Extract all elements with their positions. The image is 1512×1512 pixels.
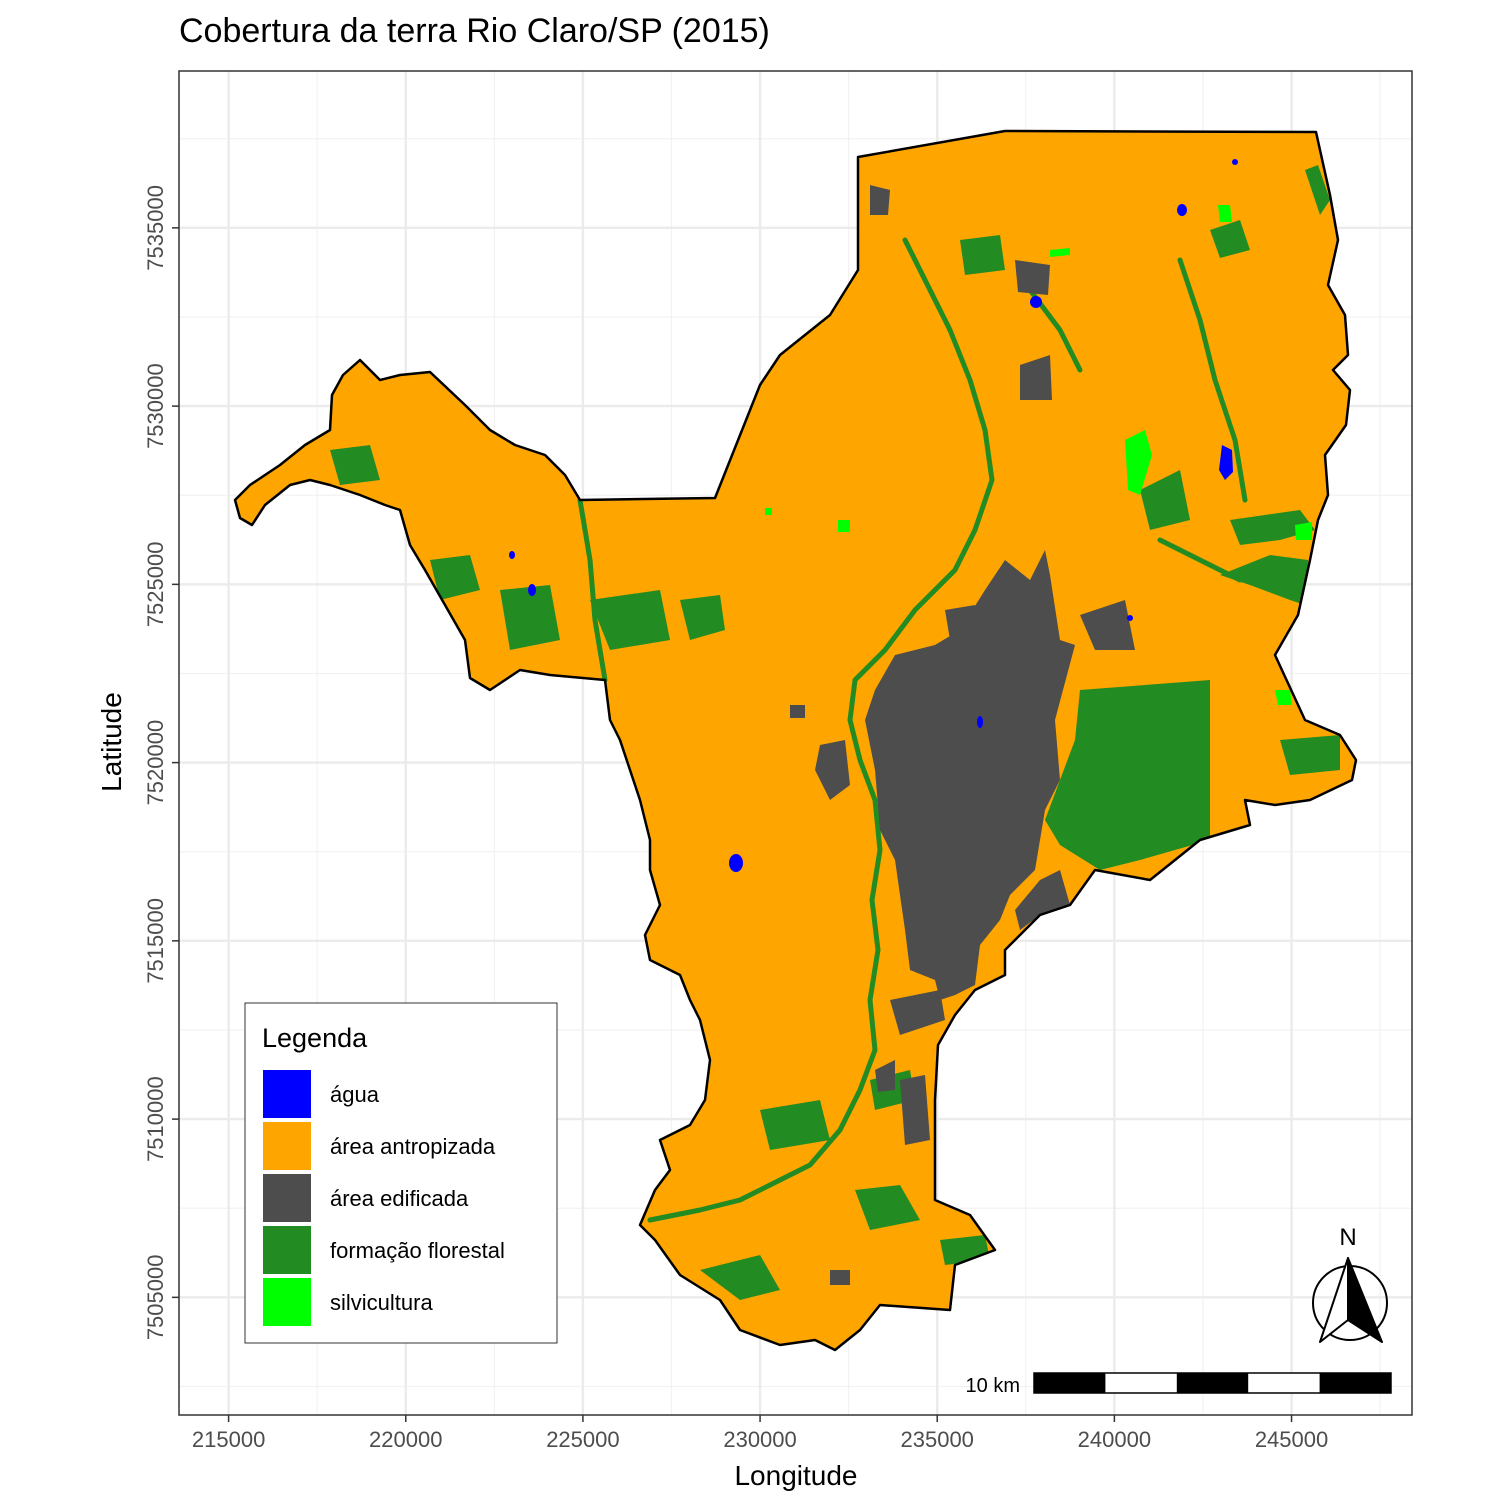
- forest-patch: [590, 590, 670, 650]
- urban-patch: [900, 1075, 930, 1145]
- y-tick-label: 7530000: [143, 363, 168, 449]
- north-arrow-right-half: [1347, 1257, 1383, 1343]
- forest-patch: [1305, 165, 1330, 215]
- silviculture-layer: [765, 205, 1312, 705]
- scale-bar-label: 10 km: [966, 1375, 1020, 1397]
- urban-patch: [815, 740, 850, 800]
- silviculture-patch: [838, 520, 850, 532]
- north-arrow-icon: N: [1312, 1224, 1388, 1343]
- built-area-layer: [790, 185, 1135, 1285]
- urban-patch: [945, 605, 980, 640]
- silviculture-patch: [1275, 690, 1292, 705]
- river-corridors: [577, 237, 1248, 1223]
- x-tick-label: 235000: [901, 1427, 974, 1452]
- scale-bar: 10 km: [966, 1372, 1392, 1397]
- legend-items: água área antropizada área edificada formaç…: [263, 1070, 505, 1326]
- x-tick-label: 240000: [1078, 1427, 1151, 1452]
- legend-item-label: água: [330, 1082, 380, 1107]
- urban-patch: [790, 705, 805, 718]
- legend-item-label: formação florestal: [330, 1238, 505, 1263]
- north-label: N: [1339, 1224, 1356, 1251]
- scale-bar-segment: [1319, 1373, 1391, 1393]
- silviculture-patch: [1050, 248, 1070, 257]
- x-tick-label: 225000: [546, 1427, 619, 1452]
- water-body: [1030, 296, 1042, 308]
- land-cover-layers: [235, 131, 1356, 1350]
- legend-swatch: [263, 1226, 311, 1274]
- forest-patch: [855, 1185, 920, 1230]
- legend: Legenda água área antropizada área edifica…: [244, 1002, 558, 1344]
- legend-swatch: [263, 1070, 311, 1118]
- forest-patch: [960, 235, 1005, 275]
- x-tick-label: 230000: [723, 1427, 796, 1452]
- y-tick-label: 7515000: [143, 898, 168, 984]
- y-tick-label: 7535000: [143, 185, 168, 271]
- y-tick-label: 7525000: [143, 542, 168, 628]
- legend-title: Legenda: [262, 1023, 368, 1053]
- x-tick-label: 215000: [192, 1427, 265, 1452]
- forest-patch: [500, 585, 560, 650]
- forest-patch: [430, 555, 480, 600]
- y-tick-label: 7520000: [143, 720, 168, 806]
- water-layer: [509, 159, 1238, 872]
- water-body: [528, 584, 536, 596]
- river-line: [1177, 257, 1248, 503]
- water-body: [1232, 159, 1238, 165]
- forest-patch: [1230, 510, 1315, 545]
- river-line: [1157, 537, 1243, 583]
- forest-patch: [680, 595, 725, 640]
- urban-core: [865, 550, 1075, 1000]
- river-line: [577, 497, 608, 683]
- x-tick-label: 245000: [1255, 1427, 1328, 1452]
- x-axis-ticks: 215000 220000 225000 230000 235000 240000 2450…: [192, 1415, 1328, 1452]
- urban-patch: [870, 185, 890, 215]
- water-body: [729, 854, 743, 872]
- urban-patch: [890, 990, 945, 1035]
- forest-patch: [1045, 680, 1210, 870]
- x-tick-label: 220000: [369, 1427, 442, 1452]
- scale-bar-segment: [1034, 1373, 1106, 1393]
- urban-patch: [1080, 600, 1135, 650]
- river-line: [647, 237, 995, 1223]
- urban-patch: [1020, 355, 1052, 400]
- urban-patch: [1015, 870, 1070, 930]
- water-body: [1219, 445, 1233, 480]
- water-body: [1177, 204, 1187, 216]
- water-body: [1127, 615, 1133, 621]
- legend-item-label: área edificada: [330, 1186, 469, 1211]
- silviculture-patch: [1295, 522, 1312, 540]
- urban-patch: [875, 1060, 895, 1092]
- silviculture-patch: [1125, 430, 1152, 495]
- urban-patch: [830, 1270, 850, 1285]
- y-tick-label: 7505000: [143, 1255, 168, 1341]
- y-tick-label: 7510000: [143, 1076, 168, 1162]
- scale-bar-segment: [1176, 1373, 1249, 1393]
- legend-swatch: [263, 1174, 311, 1222]
- silviculture-patch: [1218, 205, 1232, 222]
- forest-patch: [760, 1100, 830, 1150]
- legend-item-label: silvicultura: [330, 1290, 433, 1315]
- forest-formation-layer: [330, 165, 1340, 1300]
- forest-patch: [1280, 735, 1340, 775]
- water-body: [977, 716, 983, 728]
- water-body: [509, 551, 515, 559]
- map-title: Cobertura da terra Rio Claro/SP (2015): [179, 12, 770, 50]
- urban-patch: [1015, 260, 1050, 295]
- legend-swatch: [263, 1122, 311, 1170]
- forest-patch: [1210, 220, 1250, 258]
- x-axis-label: Longitude: [734, 1460, 858, 1491]
- forest-patch: [330, 445, 380, 485]
- forest-patch: [700, 1255, 780, 1300]
- legend-swatch: [263, 1278, 311, 1326]
- forest-patch: [1140, 470, 1190, 530]
- legend-item-label: área antropizada: [330, 1134, 496, 1159]
- forest-patch: [1220, 555, 1308, 605]
- silviculture-patch: [765, 508, 772, 515]
- panel-border: [178, 70, 1413, 1416]
- y-axis-ticks: 7505000 7510000 7515000 7520000 7525000 75300…: [143, 185, 179, 1340]
